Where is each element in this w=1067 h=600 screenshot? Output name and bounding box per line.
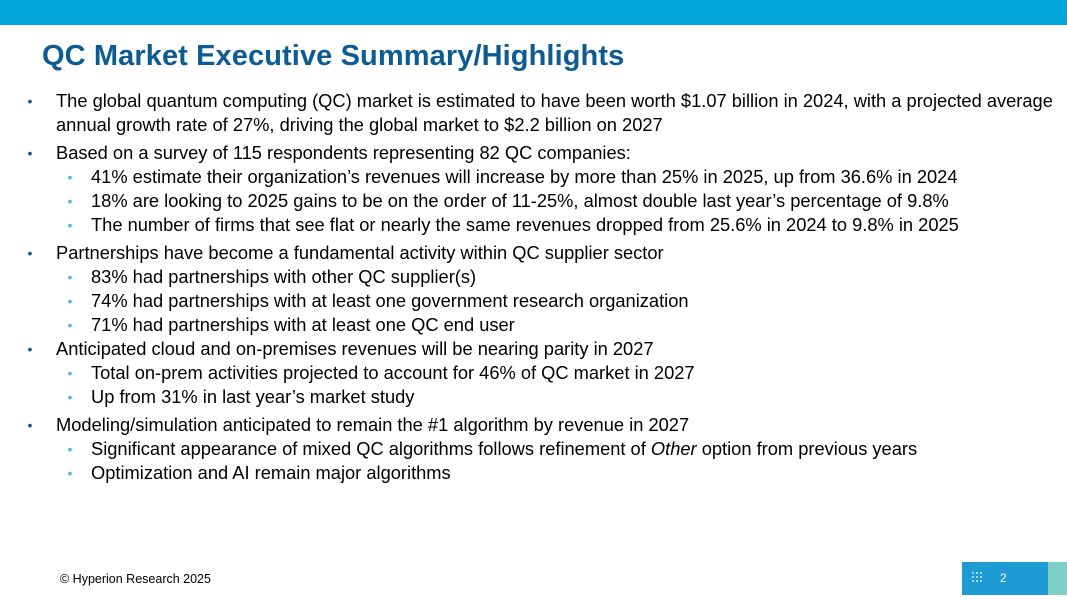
sub-bullet: • The number of firms that see flat or n…	[24, 213, 1054, 237]
bullet-text: The global quantum computing (QC) market…	[56, 90, 1053, 135]
sub-bullet-dot-icon: •	[67, 365, 73, 381]
bullet-dot-icon: •	[27, 245, 33, 261]
top-accent-bar	[0, 0, 1067, 25]
sub-bullet-text: Significant appearance of mixed QC algor…	[91, 438, 918, 459]
sub-bullet-text: Optimization and AI remain major algorit…	[91, 462, 451, 483]
copyright-notice: © Hyperion Research 2025	[60, 572, 211, 586]
sub-bullet-text: 18% are looking to 2025 gains to be on t…	[91, 190, 949, 211]
bullet-dot-icon: •	[27, 145, 33, 161]
bullet-dot-icon: •	[27, 417, 33, 433]
sub-bullet: • Up from 31% in last year’s market stud…	[24, 385, 1054, 409]
bullet-dot-icon: •	[27, 341, 33, 357]
sub-bullet: • 18% are looking to 2025 gains to be on…	[24, 189, 1054, 213]
sub-bullet-dot-icon: •	[67, 465, 73, 481]
sub-bullet-text: Total on-prem activities projected to ac…	[91, 362, 695, 383]
bullet-text: Based on a survey of 115 respondents rep…	[56, 142, 631, 163]
page-corner-accent	[1048, 562, 1067, 595]
slide-title: QC Market Executive Summary/Highlights	[42, 40, 625, 72]
sub-bullet: • 71% had partnerships with at least one…	[24, 313, 1054, 337]
sub-bullet-text: The number of firms that see flat or nea…	[91, 214, 959, 235]
sub-bullet-dot-icon: •	[67, 317, 73, 333]
sub-bullet-dot-icon: •	[67, 269, 73, 285]
bullet-market-estimate: • The global quantum computing (QC) mark…	[24, 89, 1054, 137]
sub-bullet-dot-icon: •	[67, 441, 73, 457]
sub-bullet: • Total on-prem activities projected to …	[24, 361, 1054, 385]
sub-bullet-text: Up from 31% in last year’s market study	[91, 386, 415, 407]
bullet-survey: • Based on a survey of 115 respondents r…	[24, 141, 1054, 165]
bullet-dot-icon: •	[27, 93, 33, 109]
sub-bullet-text: 83% had partnerships with other QC suppl…	[91, 266, 477, 287]
sub-bullet: • 74% had partnerships with at least one…	[24, 289, 1054, 313]
sub-bullet-dot-icon: •	[67, 389, 73, 405]
dot-grid-logo-icon	[972, 572, 982, 582]
bullet-list: • The global quantum computing (QC) mark…	[24, 89, 1054, 485]
page-number: 2	[1000, 571, 1007, 585]
bullet-text: Modeling/simulation anticipated to remai…	[56, 414, 690, 435]
sub-bullet-text: 41% estimate their organization’s revenu…	[91, 166, 958, 187]
page-number-box: 2	[962, 562, 1048, 595]
sub-bullet: • 83% had partnerships with other QC sup…	[24, 265, 1054, 289]
sub-bullet-text: 74% had partnerships with at least one g…	[91, 290, 689, 311]
bullet-cloud-onprem: • Anticipated cloud and on-premises reve…	[24, 337, 1054, 361]
bullet-text: Anticipated cloud and on-premises revenu…	[56, 338, 654, 359]
sub-bullet-dot-icon: •	[67, 293, 73, 309]
emphasis-other: Other	[650, 438, 697, 459]
sub-bullet: • Optimization and AI remain major algor…	[24, 461, 1054, 485]
sub-bullet-text: 71% had partnerships with at least one Q…	[91, 314, 515, 335]
bullet-modeling-simulation: • Modeling/simulation anticipated to rem…	[24, 413, 1054, 437]
bullet-text: Partnerships have become a fundamental a…	[56, 242, 664, 263]
bullet-partnerships: • Partnerships have become a fundamental…	[24, 241, 1054, 265]
sub-bullet: • 41% estimate their organization’s reve…	[24, 165, 1054, 189]
sub-bullet: • Significant appearance of mixed QC alg…	[24, 437, 1054, 461]
sub-bullet-dot-icon: •	[67, 193, 73, 209]
sub-bullet-dot-icon: •	[67, 169, 73, 185]
sub-bullet-dot-icon: •	[67, 217, 73, 233]
